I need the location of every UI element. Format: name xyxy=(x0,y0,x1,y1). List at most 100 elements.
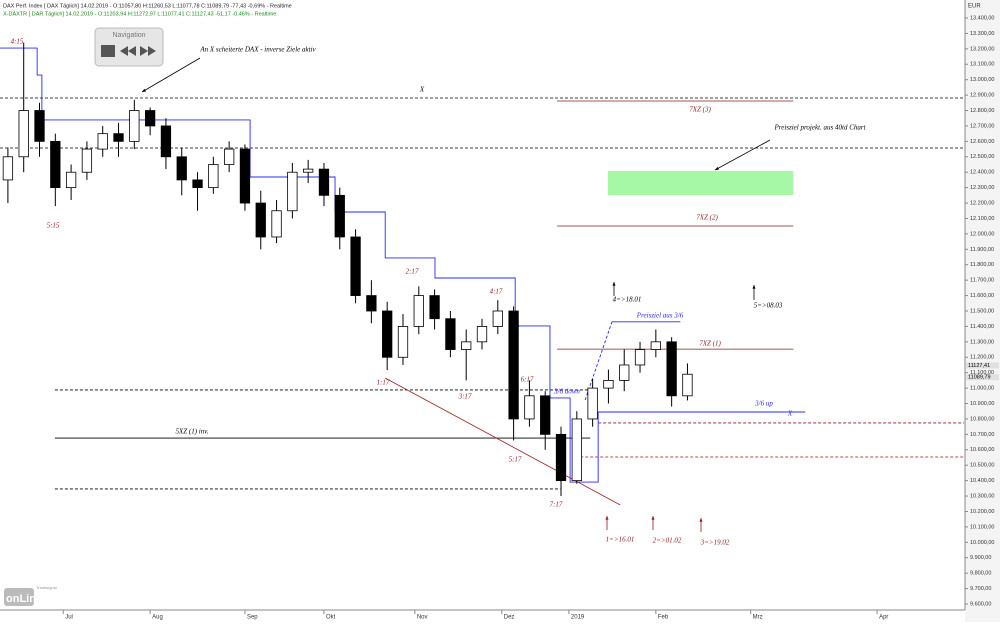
candle-body xyxy=(129,110,140,142)
annotation: 5XZ (1) inv. xyxy=(175,428,208,436)
annotation: 7XZ (3) xyxy=(689,106,711,114)
y-tick-label: 10.600,00 xyxy=(970,447,994,453)
annotation: 4=>18.01 xyxy=(613,296,642,304)
y-tick-label: 12.000,00 xyxy=(970,231,994,237)
annotation: 2:17 xyxy=(406,268,419,276)
candle-body xyxy=(334,194,345,238)
candle-body xyxy=(445,318,456,350)
y-tick-label: 11.400,00 xyxy=(970,324,994,330)
candle-body xyxy=(113,133,124,142)
header-line: DAX Perf. Index [ DAX Täglich] 14.02.201… xyxy=(3,3,292,9)
annotation: 4:15 xyxy=(11,38,24,46)
annotation: An X scheiterte DAX - inverse Ziele akti… xyxy=(199,46,316,54)
y-tick-label: 13.000,00 xyxy=(970,77,994,83)
y-tick-label: 9.600,00 xyxy=(970,601,991,607)
arrow-head xyxy=(142,88,146,92)
x-tick-label: 2019 xyxy=(571,615,585,621)
y-tick-label: 11.700,00 xyxy=(970,278,994,284)
y-tick-label: 10.700,00 xyxy=(970,432,994,438)
y-tick-label: 11.900,00 xyxy=(970,247,994,253)
candle-body xyxy=(208,164,219,189)
candle-body xyxy=(34,110,45,142)
arrow-head xyxy=(752,285,756,289)
header-line: X-DAXTR [ DAR Täglich] 14.02.2019 - O:11… xyxy=(3,11,276,17)
candle-body xyxy=(619,364,630,381)
y-tick-label: 12.900,00 xyxy=(970,93,994,99)
x-tick-label: Dez xyxy=(504,615,515,621)
nav-back-button[interactable] xyxy=(120,46,136,56)
last-value-tag xyxy=(966,362,999,369)
nav-grid-button[interactable] xyxy=(101,45,115,57)
y-tick-label: 11.600,00 xyxy=(970,293,994,299)
annotation: Preisziel projekt. aus 40td Chart xyxy=(773,124,866,132)
y-tick-label: 12.100,00 xyxy=(970,216,994,222)
annotation: 5:17 xyxy=(509,456,522,464)
logo-box xyxy=(4,588,34,606)
candle-body xyxy=(50,140,61,189)
annotation: 7:17 xyxy=(550,501,563,509)
indicator-line xyxy=(0,47,806,483)
candle-body xyxy=(508,310,519,420)
arrow-head xyxy=(651,516,655,520)
annotation: Preisziel aus 3/6 xyxy=(636,312,684,320)
annotation: 7XZ (2) xyxy=(696,214,718,222)
candle-body xyxy=(429,295,440,320)
annotation: X xyxy=(419,86,425,94)
candle-body xyxy=(271,210,282,238)
annotation: 4:17 xyxy=(490,288,503,296)
candle-body xyxy=(2,156,14,181)
nav-forward-button[interactable] xyxy=(140,46,156,56)
logo: Tradesignal onLine xyxy=(4,585,57,606)
y-tick-label: 12.700,00 xyxy=(970,123,994,129)
arrow xyxy=(714,139,771,171)
logo-small: Tradesignal xyxy=(36,585,57,590)
candle-body xyxy=(97,133,108,150)
annotation: 5:15 xyxy=(47,222,60,230)
y-tick-label: 10.200,00 xyxy=(970,509,994,515)
y-tick-label: 11.000,00 xyxy=(970,386,994,392)
y-tick-label: 11.200,00 xyxy=(970,355,994,361)
y-tick-label: 9.900,00 xyxy=(970,555,991,561)
y-tick-label: 12.600,00 xyxy=(970,139,994,145)
candle-body xyxy=(461,341,472,350)
y-axis-panel xyxy=(965,0,1000,622)
y-tick-label: 10.300,00 xyxy=(970,494,994,500)
x-tick-label: Nov xyxy=(417,615,428,621)
annotation: 1=>16.01 xyxy=(606,536,635,544)
candle-body xyxy=(555,433,567,482)
candle-body xyxy=(682,373,693,397)
annotation: 3:17 xyxy=(458,393,472,401)
x-tick-label: Aug xyxy=(152,615,163,621)
y-tick-label: 10.000,00 xyxy=(970,540,994,546)
y-tick-label: 11.100,00 xyxy=(970,370,994,376)
indicator-line xyxy=(384,377,621,506)
candle-body xyxy=(239,148,251,204)
candle-body xyxy=(350,236,361,296)
y-unit: EUR xyxy=(968,4,981,10)
candle-body xyxy=(524,395,535,420)
y-tick-label: 10.900,00 xyxy=(970,401,994,407)
candle-body xyxy=(81,148,93,173)
arrow-head xyxy=(715,166,719,170)
x-tick-label: Apr xyxy=(879,615,888,621)
navigation-widget[interactable]: Navigation xyxy=(94,27,164,67)
y-tick-label: 10.500,00 xyxy=(970,463,994,469)
y-tick-label: 12.500,00 xyxy=(970,154,994,160)
candle-body xyxy=(492,310,503,327)
annotation: 6:17 xyxy=(521,376,534,384)
last-value-label: 11127,41 xyxy=(968,363,990,369)
candle-body xyxy=(192,179,203,189)
y-tick-label: 13.200,00 xyxy=(970,46,994,52)
x-tick-label: Sep xyxy=(247,615,258,621)
y-tick-label: 10.800,00 xyxy=(970,416,994,422)
candle-body xyxy=(160,125,172,158)
candle-body xyxy=(540,395,551,435)
y-tick-label: 9.800,00 xyxy=(970,571,991,577)
candle-body xyxy=(476,326,488,343)
candle-body xyxy=(634,349,646,366)
candle-body xyxy=(571,418,582,482)
y-tick-label: 11.300,00 xyxy=(970,339,994,345)
annotation: X xyxy=(787,410,793,418)
y-tick-label: 11.500,00 xyxy=(970,308,994,314)
